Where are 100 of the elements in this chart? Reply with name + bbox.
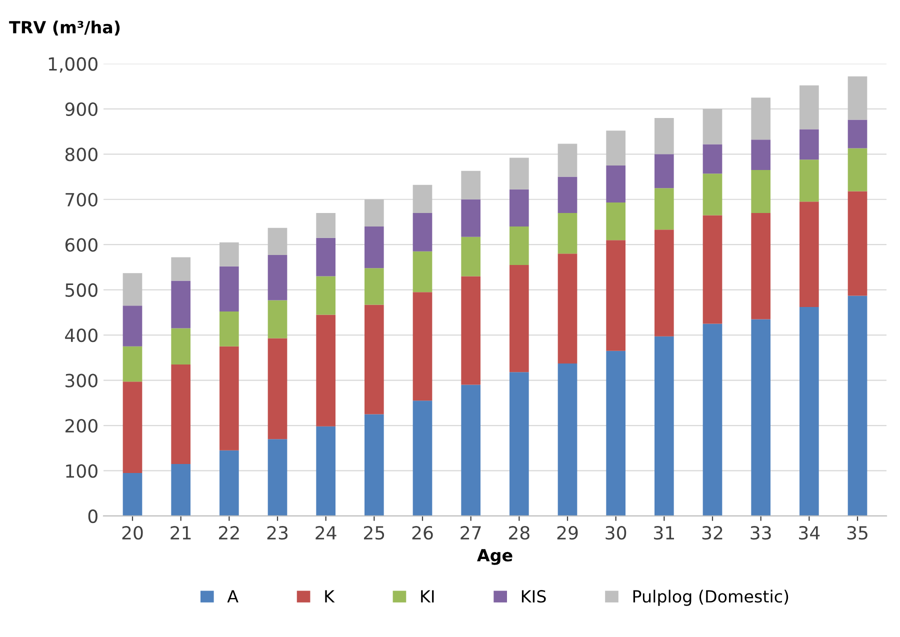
bar bbox=[171, 464, 190, 516]
bar bbox=[751, 212, 770, 320]
x-tick-label: 35 bbox=[847, 526, 868, 540]
bar bbox=[171, 328, 190, 364]
bar bbox=[364, 268, 384, 305]
y-tick-label: 200 bbox=[66, 418, 98, 433]
bar bbox=[316, 276, 336, 315]
legend-label: KI bbox=[421, 590, 434, 602]
y-tick-label: 1,000 bbox=[48, 57, 98, 73]
y-tick-label: 300 bbox=[66, 374, 98, 388]
x-tick-label: 30 bbox=[606, 526, 626, 540]
bar bbox=[800, 129, 819, 160]
bar bbox=[171, 257, 190, 281]
bar bbox=[220, 450, 239, 516]
y-axis-title: TRV (m³/ha) bbox=[9, 20, 120, 36]
bar bbox=[461, 236, 480, 276]
bar bbox=[412, 400, 432, 516]
bar bbox=[412, 184, 432, 213]
bar bbox=[220, 266, 239, 312]
bar bbox=[461, 170, 480, 200]
bar bbox=[654, 336, 674, 516]
x-tick-label: 29 bbox=[557, 526, 578, 540]
x-tick-label: 20 bbox=[122, 526, 143, 540]
legend-label: A bbox=[227, 590, 238, 602]
bar bbox=[702, 174, 722, 216]
bar bbox=[848, 76, 868, 120]
bar bbox=[412, 292, 432, 401]
y-tick-label: 800 bbox=[65, 148, 98, 162]
bar bbox=[702, 215, 722, 324]
bar bbox=[848, 120, 868, 148]
x-axis-title: Age bbox=[477, 549, 512, 565]
bar bbox=[171, 364, 190, 464]
x-tick-label: 23 bbox=[267, 526, 288, 540]
bar bbox=[364, 226, 384, 268]
bar bbox=[364, 199, 384, 227]
x-tick-label: 27 bbox=[460, 526, 481, 540]
bar bbox=[654, 188, 674, 230]
y-tick-label: 0 bbox=[88, 509, 98, 524]
bar bbox=[654, 118, 674, 154]
bar bbox=[606, 202, 626, 240]
bar bbox=[606, 350, 626, 516]
bar bbox=[558, 176, 578, 213]
bar bbox=[171, 280, 190, 328]
bar bbox=[510, 189, 529, 227]
bar bbox=[268, 439, 288, 516]
bar bbox=[702, 144, 722, 174]
bar bbox=[800, 202, 819, 308]
bar bbox=[654, 154, 674, 188]
bar bbox=[848, 148, 868, 192]
bar bbox=[122, 382, 142, 474]
bar bbox=[122, 306, 142, 346]
bar bbox=[558, 254, 578, 364]
bar bbox=[558, 144, 578, 177]
y-tick-label: 900 bbox=[65, 102, 98, 116]
y-tick-label: 700 bbox=[66, 192, 98, 206]
bar bbox=[316, 426, 336, 516]
bar bbox=[848, 296, 868, 516]
bar bbox=[220, 346, 239, 450]
bar bbox=[510, 158, 529, 190]
bar bbox=[412, 212, 432, 252]
y-tick-label: 500 bbox=[66, 283, 98, 297]
bar bbox=[220, 312, 239, 346]
bar bbox=[751, 140, 770, 170]
bar bbox=[751, 170, 770, 213]
x-tick-label: 34 bbox=[799, 526, 820, 540]
bar bbox=[412, 251, 432, 292]
bar bbox=[606, 130, 626, 166]
bar bbox=[558, 212, 578, 254]
bar bbox=[316, 314, 336, 426]
bar bbox=[800, 160, 819, 202]
y-tick-label: 400 bbox=[65, 328, 98, 342]
bar bbox=[654, 230, 674, 336]
legend-label: Pulplog (Domestic) bbox=[633, 590, 788, 606]
bar bbox=[316, 212, 336, 238]
legend-label: K bbox=[325, 590, 335, 602]
x-tick-label: 31 bbox=[654, 526, 674, 540]
bar bbox=[848, 191, 868, 296]
x-tick-label: 26 bbox=[412, 526, 433, 540]
y-tick-label: 100 bbox=[66, 464, 98, 478]
bar bbox=[702, 324, 722, 516]
bar bbox=[461, 384, 480, 516]
bar bbox=[510, 264, 529, 372]
x-tick-label: 33 bbox=[750, 526, 771, 540]
bar bbox=[751, 319, 770, 516]
x-tick-label: 32 bbox=[702, 526, 722, 540]
y-tick-label: 600 bbox=[65, 238, 98, 252]
x-tick-label: 22 bbox=[219, 526, 239, 540]
bar bbox=[461, 199, 480, 237]
bar bbox=[606, 165, 626, 203]
bar bbox=[268, 300, 288, 338]
bar bbox=[316, 238, 336, 276]
bar bbox=[606, 240, 626, 351]
bar bbox=[800, 307, 819, 516]
bar bbox=[268, 255, 288, 300]
bar bbox=[122, 273, 142, 306]
bar bbox=[461, 276, 480, 385]
bar bbox=[364, 304, 384, 414]
legend-label: KIS bbox=[522, 590, 546, 603]
x-tick-label: 24 bbox=[316, 526, 336, 540]
bar bbox=[364, 414, 384, 516]
